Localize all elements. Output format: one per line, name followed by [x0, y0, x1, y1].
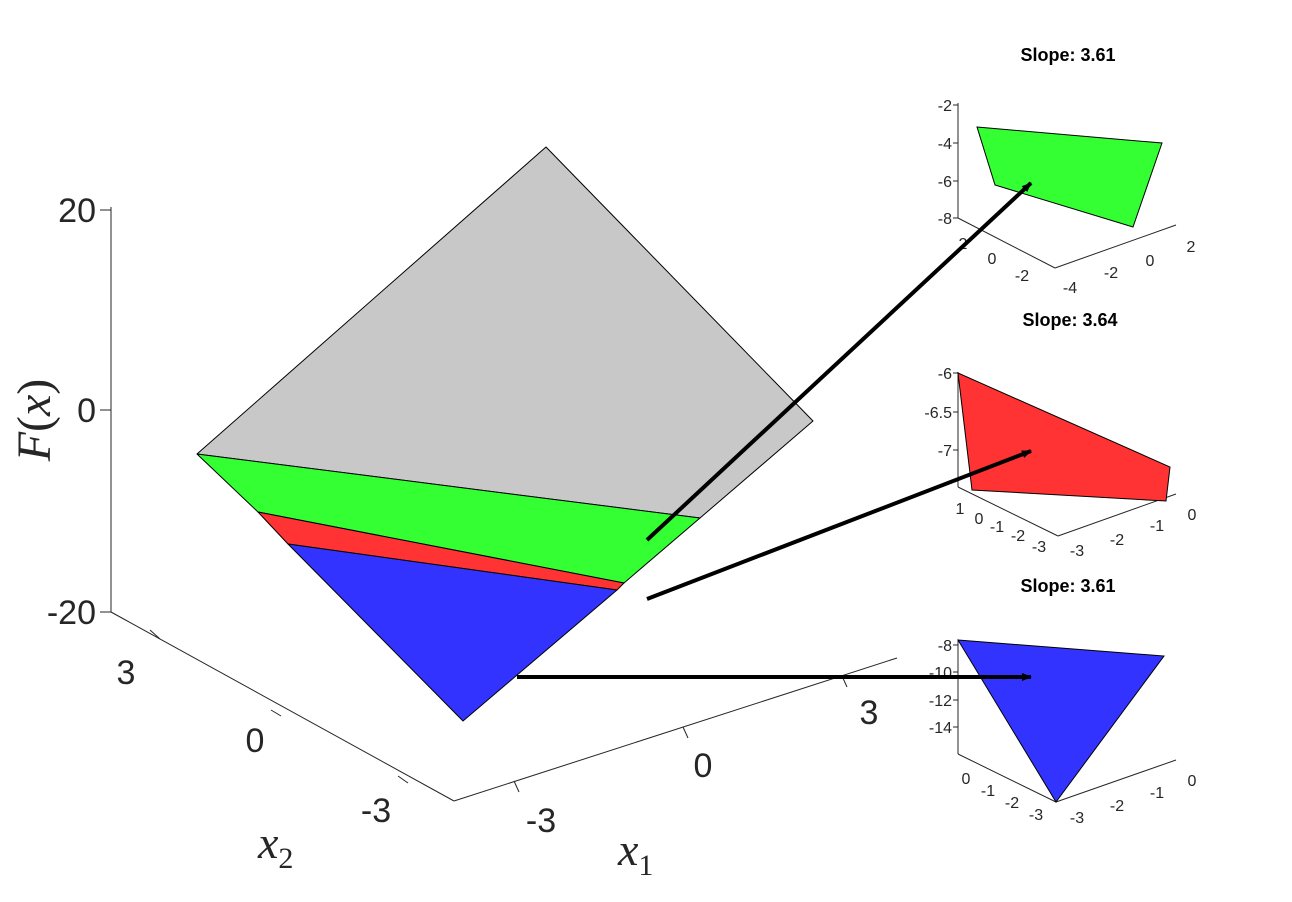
inset-x-tick-label: 0 [1188, 507, 1197, 524]
inset-x-tick-label: -3 [1070, 810, 1084, 827]
inset-z-tick-label: -7 [938, 443, 952, 460]
inset-x-tick-label: -3 [1070, 543, 1084, 560]
z-tick-label: -20 [47, 594, 96, 632]
inset-z-tick-label: -14 [929, 720, 952, 737]
inset-y-tick-label: -2 [1005, 795, 1019, 812]
inset-y-axis [957, 486, 1059, 537]
inset-z-tick-label: -4 [938, 136, 952, 153]
z-label-open: ( [8, 416, 61, 432]
inset-x-tick-label: -2 [1104, 265, 1118, 282]
inset-y-axis [957, 753, 1057, 803]
y-tick-mark [270, 709, 282, 717]
inset-x-tick-label: -2 [1110, 798, 1124, 815]
x-label-sub: 1 [638, 849, 653, 882]
inset-y-tick-label: 1 [956, 501, 965, 518]
z-tick-label: 20 [58, 192, 96, 230]
inset-y-tick-label: -1 [981, 783, 995, 800]
y-tick-mark [397, 775, 409, 784]
y-tick-label: 3 [117, 654, 136, 692]
x-label-var: x [617, 824, 639, 875]
y-label-var: x [257, 817, 279, 868]
inset-z-tick-label: -6.5 [924, 405, 952, 422]
inset-y-tick-label: -2 [1015, 268, 1029, 285]
inset-x-tick-label: -4 [1063, 280, 1077, 297]
inset-x-tick-label: 2 [1187, 239, 1196, 256]
main-axes: 20 0 -20 3 0 -3 -3 0 3 F(x) x2 x1 [8, 192, 898, 882]
arrow-red-to-inset [646, 449, 1032, 601]
inset-z-tick-label: -8 [938, 638, 952, 655]
inset-title: Slope: 3.61 [1020, 576, 1115, 596]
inset-x-tick-label: -1 [1150, 518, 1164, 535]
inset-z-tick-label: -10 [929, 665, 952, 682]
x-tick-label: -3 [526, 802, 556, 840]
y-tick-label: 0 [246, 722, 265, 760]
inset-title: Slope: 3.61 [1020, 45, 1115, 65]
inset-x-tick-label: 0 [1188, 773, 1197, 790]
inset-z-tick-label: -6 [938, 174, 952, 191]
inset-x-tick-label: 0 [1146, 253, 1155, 270]
z-label-close: ) [8, 379, 61, 395]
inset-y-axis [957, 217, 1056, 269]
z-axis-label: F(x) [8, 379, 61, 463]
inset-x-tick-label: -2 [1110, 532, 1124, 549]
inset-x-axis [1055, 759, 1177, 803]
inset-y-tick-label: 0 [962, 771, 971, 788]
inset-x-axis [1054, 224, 1177, 269]
inset-z-tick-label: -12 [929, 693, 952, 710]
surface-region-blue [287, 543, 618, 722]
x-tick-label: 0 [694, 747, 713, 785]
inset-y-tick-label: -3 [1032, 539, 1046, 556]
surface-region-gray [196, 146, 814, 519]
inset-title: Slope: 3.64 [1022, 310, 1117, 330]
inset-z-tick-label: -8 [938, 211, 952, 228]
z-label-var: x [8, 395, 61, 417]
x-axis-line [453, 657, 898, 802]
main-surface [196, 146, 814, 722]
inset-y-tick-label: -3 [1029, 807, 1043, 824]
inset-y-tick-label: 0 [988, 251, 997, 268]
inset-patch [957, 639, 1165, 803]
inset-plot-1: Slope: 3.61 -2 -4 -6 -8 -4 -2 0 2 2 0 -2 [938, 45, 1196, 297]
y-tick-mark [149, 629, 161, 640]
inset-z-tick-label: -2 [938, 98, 952, 115]
inset-y-tick-label: -2 [1011, 528, 1025, 545]
x-tick-mark [682, 726, 689, 739]
inset-plot-2: Slope: 3.64 -6 -6.5 -7 -3 -2 -1 0 1 0 -1… [924, 310, 1196, 560]
connector-arrows [517, 181, 1033, 681]
y-tick-label: -3 [361, 792, 391, 830]
x-tick-mark [513, 780, 520, 793]
inset-z-tick-label: -6 [938, 366, 952, 383]
x-tick-label: 3 [860, 694, 879, 732]
inset-y-tick-label: -1 [990, 519, 1004, 536]
arrow-green-to-inset [645, 181, 1033, 542]
z-tick-label: 0 [77, 392, 96, 430]
inset-patch [976, 126, 1163, 228]
inset-x-tick-label: -1 [1150, 785, 1164, 802]
inset-y-tick-label: 0 [975, 511, 984, 528]
x-axis-label: x1 [617, 824, 653, 882]
inset-plot-3: Slope: 3.61 -8 -10 -12 -14 -3 -2 -1 0 0 … [929, 576, 1197, 827]
y-axis-label: x2 [257, 817, 293, 875]
inset-patch [957, 372, 1171, 502]
y-axis-line [110, 611, 455, 802]
y-label-sub: 2 [278, 842, 293, 875]
inset-x-axis [1057, 493, 1177, 537]
z-label-script: F [8, 431, 61, 462]
